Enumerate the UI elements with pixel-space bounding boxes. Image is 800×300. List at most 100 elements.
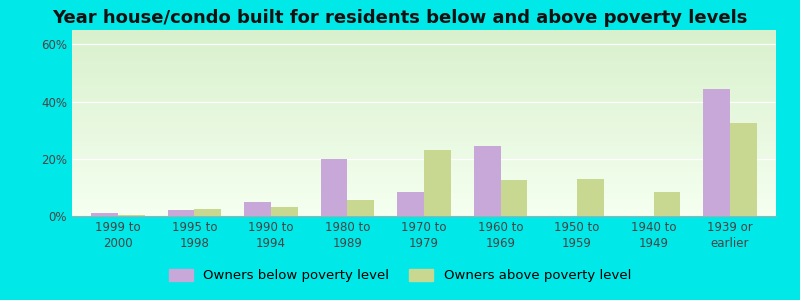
Bar: [72, 38, 776, 39]
Bar: [271, 207, 298, 216]
Bar: [72, 127, 776, 128]
Bar: [424, 150, 450, 216]
Bar: [72, 74, 776, 75]
Bar: [72, 168, 776, 169]
Bar: [501, 180, 527, 216]
Bar: [72, 158, 776, 159]
Bar: [72, 95, 776, 96]
Bar: [72, 192, 776, 193]
Bar: [72, 68, 776, 69]
Bar: [72, 187, 776, 188]
Bar: [347, 200, 374, 216]
Bar: [72, 44, 776, 45]
Bar: [577, 179, 604, 216]
Bar: [72, 134, 776, 135]
Bar: [72, 114, 776, 115]
Bar: [72, 215, 776, 216]
Bar: [72, 179, 776, 180]
Bar: [72, 161, 776, 162]
Bar: [72, 198, 776, 199]
Bar: [72, 90, 776, 92]
Bar: [72, 84, 776, 85]
Bar: [72, 45, 776, 46]
Bar: [72, 36, 776, 37]
Bar: [72, 214, 776, 215]
Bar: [730, 123, 757, 216]
Bar: [72, 153, 776, 154]
Bar: [72, 184, 776, 185]
Bar: [72, 175, 776, 176]
Bar: [72, 30, 776, 31]
Bar: [72, 116, 776, 117]
Bar: [72, 89, 776, 90]
Bar: [72, 87, 776, 88]
Bar: [72, 117, 776, 118]
Bar: [72, 125, 776, 126]
Bar: [72, 169, 776, 170]
Bar: [72, 128, 776, 129]
Bar: [72, 140, 776, 141]
Bar: [72, 189, 776, 190]
Bar: [72, 76, 776, 77]
Bar: [72, 163, 776, 164]
Bar: [72, 130, 776, 131]
Bar: [72, 207, 776, 208]
Bar: [194, 209, 222, 216]
Bar: [72, 144, 776, 145]
Bar: [72, 112, 776, 113]
Bar: [72, 86, 776, 87]
Bar: [72, 83, 776, 84]
Bar: [72, 75, 776, 76]
Bar: [72, 93, 776, 94]
Bar: [72, 191, 776, 192]
Bar: [72, 182, 776, 183]
Bar: [72, 119, 776, 120]
Bar: [72, 37, 776, 38]
Bar: [72, 102, 776, 103]
Bar: [72, 121, 776, 122]
Bar: [72, 56, 776, 57]
Bar: [72, 169, 776, 170]
Bar: [72, 195, 776, 196]
Bar: [474, 146, 501, 216]
Bar: [72, 172, 776, 173]
Bar: [72, 162, 776, 163]
Bar: [72, 193, 776, 194]
Bar: [72, 122, 776, 123]
Bar: [72, 151, 776, 152]
Bar: [72, 101, 776, 102]
Bar: [72, 167, 776, 168]
Bar: [72, 197, 776, 198]
Bar: [72, 60, 776, 61]
Bar: [72, 143, 776, 144]
Bar: [72, 160, 776, 161]
Bar: [72, 188, 776, 189]
Bar: [72, 115, 776, 116]
Bar: [72, 183, 776, 184]
Bar: [72, 155, 776, 157]
Bar: [72, 138, 776, 139]
Bar: [72, 96, 776, 97]
Bar: [72, 59, 776, 60]
Legend: Owners below poverty level, Owners above poverty level: Owners below poverty level, Owners above…: [164, 263, 636, 287]
Bar: [72, 31, 776, 32]
Bar: [72, 111, 776, 112]
Bar: [72, 202, 776, 203]
Bar: [72, 210, 776, 211]
Bar: [72, 77, 776, 78]
Bar: [72, 180, 776, 181]
Bar: [72, 135, 776, 136]
Bar: [72, 81, 776, 82]
Bar: [72, 113, 776, 114]
Bar: [72, 107, 776, 108]
Bar: [72, 66, 776, 67]
Bar: [72, 212, 776, 213]
Bar: [72, 85, 776, 86]
Bar: [72, 150, 776, 151]
Bar: [72, 103, 776, 104]
Bar: [72, 152, 776, 153]
Bar: [703, 89, 730, 216]
Bar: [168, 210, 194, 216]
Bar: [72, 196, 776, 197]
Bar: [72, 123, 776, 124]
